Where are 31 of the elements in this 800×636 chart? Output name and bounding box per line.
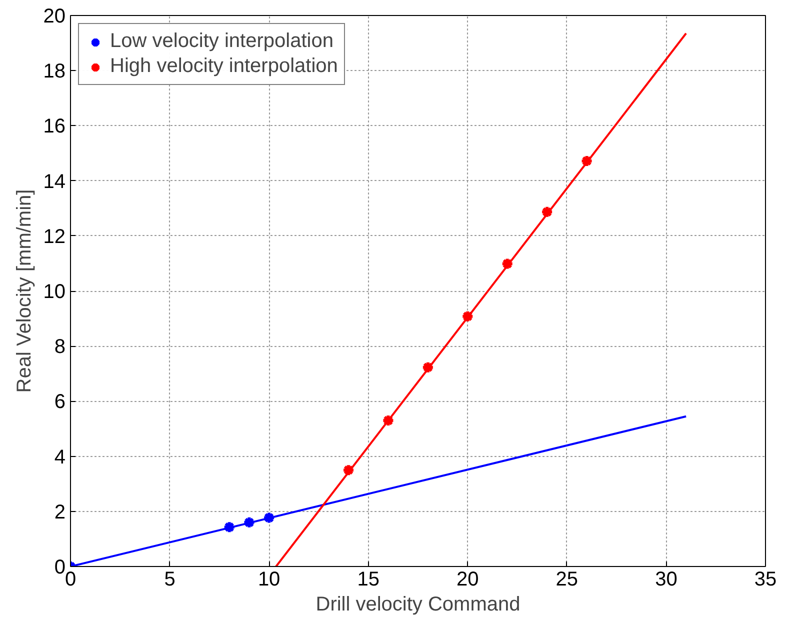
y-tick-label: 4 <box>54 446 66 468</box>
x-tick-label: 15 <box>357 568 380 590</box>
x-axis-title: Drill velocity Command <box>316 594 520 616</box>
point <box>242 516 256 529</box>
legend-label: Low velocity interpolation <box>110 30 334 53</box>
x-tick-label: 30 <box>655 568 678 590</box>
point <box>222 520 236 534</box>
x-tick-label: 35 <box>754 568 777 590</box>
x-tick-label: 5 <box>164 568 176 590</box>
y-tick-label: 12 <box>43 226 66 248</box>
point <box>421 360 434 374</box>
y-tick-label: 10 <box>43 281 66 303</box>
y-tick-label: 20 <box>43 6 66 28</box>
point <box>382 414 395 427</box>
point <box>342 464 355 477</box>
point <box>580 154 594 168</box>
y-tick-label: 14 <box>43 170 66 193</box>
y-tick-label: 18 <box>43 60 66 83</box>
x-tick-label: 20 <box>456 568 479 590</box>
y-tick-label: 8 <box>54 336 66 358</box>
legend-label: High velocity interpolation <box>110 55 338 78</box>
x-tick-label: 25 <box>556 568 578 590</box>
x-tick-label: 10 <box>258 568 280 590</box>
y-tick-label: 16 <box>43 116 66 138</box>
y-tick-label: 6 <box>54 391 66 414</box>
point <box>262 511 276 524</box>
point <box>540 205 554 218</box>
y-tick-label: 2 <box>54 501 66 524</box>
point <box>500 257 514 270</box>
point <box>461 310 474 323</box>
y-axis-title: Real Velocity [mm/min] <box>13 189 36 393</box>
